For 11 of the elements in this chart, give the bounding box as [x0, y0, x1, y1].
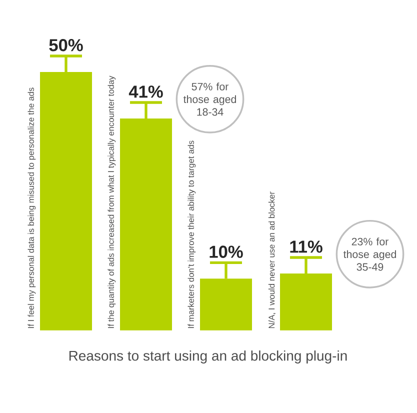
x-tick-label: If the quantity of ads increased from what I typically encounter today [108, 76, 116, 328]
data-label: 10% [210, 246, 243, 258]
x-tick-label: N/A, I would never use an ad blocker [268, 192, 276, 328]
data-label: 11% [290, 240, 322, 253]
x-tick-label: If marketers don't improve their ability to target ads [188, 140, 196, 328]
data-label: 41% [128, 86, 163, 98]
x-tick-label: If I feel my personal data is being misused to personalize the ads [28, 88, 36, 328]
text: 23% for those aged 35-49 [343, 238, 396, 271]
data-label: 50% [49, 39, 83, 52]
annotation: 57% for those aged 18-34 [183, 82, 236, 116]
text: Reasons to start using an ad blocking plug-in [69, 350, 347, 364]
